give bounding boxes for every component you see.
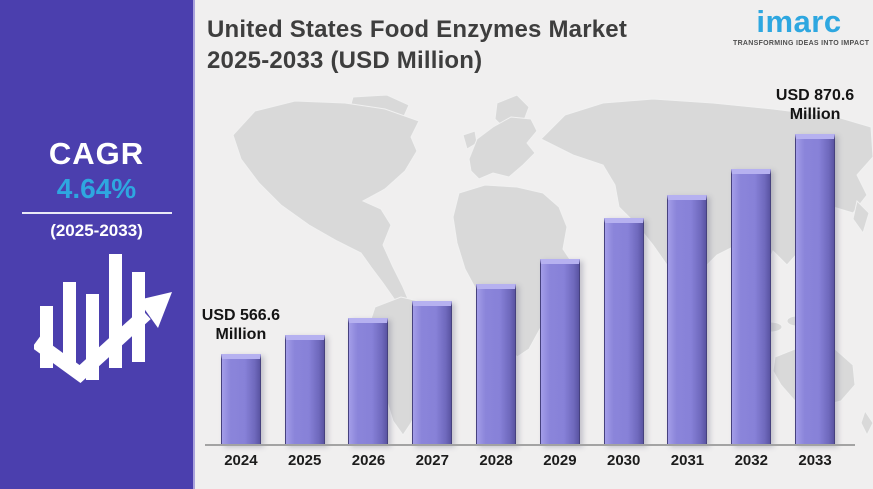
year-label-2029: 2029 (543, 452, 577, 469)
bar-column-2027 (400, 120, 464, 445)
bar-column-2033: USD 870.6 Million (776, 87, 854, 445)
chart-area: United States Food Enzymes Market 2025-2… (195, 0, 873, 489)
year-label-2024: 2024 (224, 452, 258, 469)
bar-column-2032 (719, 120, 783, 445)
bar-2030 (603, 218, 644, 445)
bar-column-2024: USD 566.6 Million (202, 120, 280, 445)
year-label-2030: 2030 (606, 452, 641, 469)
year-label-2027: 2027 (415, 452, 449, 469)
year-label-2028: 2028 (479, 452, 513, 469)
bar-2032 (731, 169, 772, 445)
title-line-1: United States Food Enzymes Market (207, 16, 628, 43)
cagr-sidebar: CAGR 4.64% (2025-2033) (0, 0, 195, 489)
bar-column-2028 (464, 120, 528, 445)
bar-2031 (667, 195, 708, 445)
title-line-2: 2025-2033 (USD Million) (207, 47, 483, 75)
year-label-2031: 2031 (670, 452, 705, 469)
bar-2029 (539, 259, 580, 445)
plot: USD 566.6 Million USD 870.6 Million (202, 87, 854, 445)
bar-column-2029 (528, 120, 592, 445)
bar-2033 (795, 134, 836, 445)
imarc-logo: imarc TRANSFORMING IDEAS INTO IMPACT (733, 4, 870, 48)
bar-column-2031 (656, 120, 720, 445)
year-axis: 2024 2025 2026 2027 2028 2029 2030 2031 2032 2033 (209, 452, 847, 469)
cagr-value: 4.64% (56, 172, 137, 204)
year-label-2033: 2033 (798, 452, 832, 469)
imarc-tagline: TRANSFORMING IDEAS INTO IMPACT (733, 40, 870, 48)
cagr-label: CAGR (48, 136, 145, 171)
bar-2025 (284, 335, 325, 445)
data-label-2033: USD 870.6 Million (775, 87, 855, 124)
bar-2027 (412, 301, 453, 445)
bar-column-2025 (273, 120, 337, 445)
page-title: United States Food Enzymes Market 2025-2… (207, 14, 627, 76)
x-axis-line (205, 444, 855, 446)
year-label-2026: 2026 (351, 452, 386, 469)
cagr-block: CAGR 4.64% (2025-2033) (0, 136, 193, 241)
year-label-2025: 2025 (288, 452, 322, 469)
bar-column-2030 (592, 120, 656, 445)
divider-line (21, 211, 172, 214)
data-label-2024: USD 566.6 Million (201, 307, 281, 344)
cagr-period: (2025-2033) (50, 220, 143, 240)
year-label-2032: 2032 (734, 452, 768, 469)
bar-2024 (220, 354, 261, 445)
bar-column-2026 (337, 120, 401, 445)
bar-2026 (348, 318, 389, 445)
bar-chart-up-arrow-icon (34, 254, 172, 384)
imarc-wordmark: imarc (756, 4, 842, 39)
bar-2028 (476, 284, 517, 445)
